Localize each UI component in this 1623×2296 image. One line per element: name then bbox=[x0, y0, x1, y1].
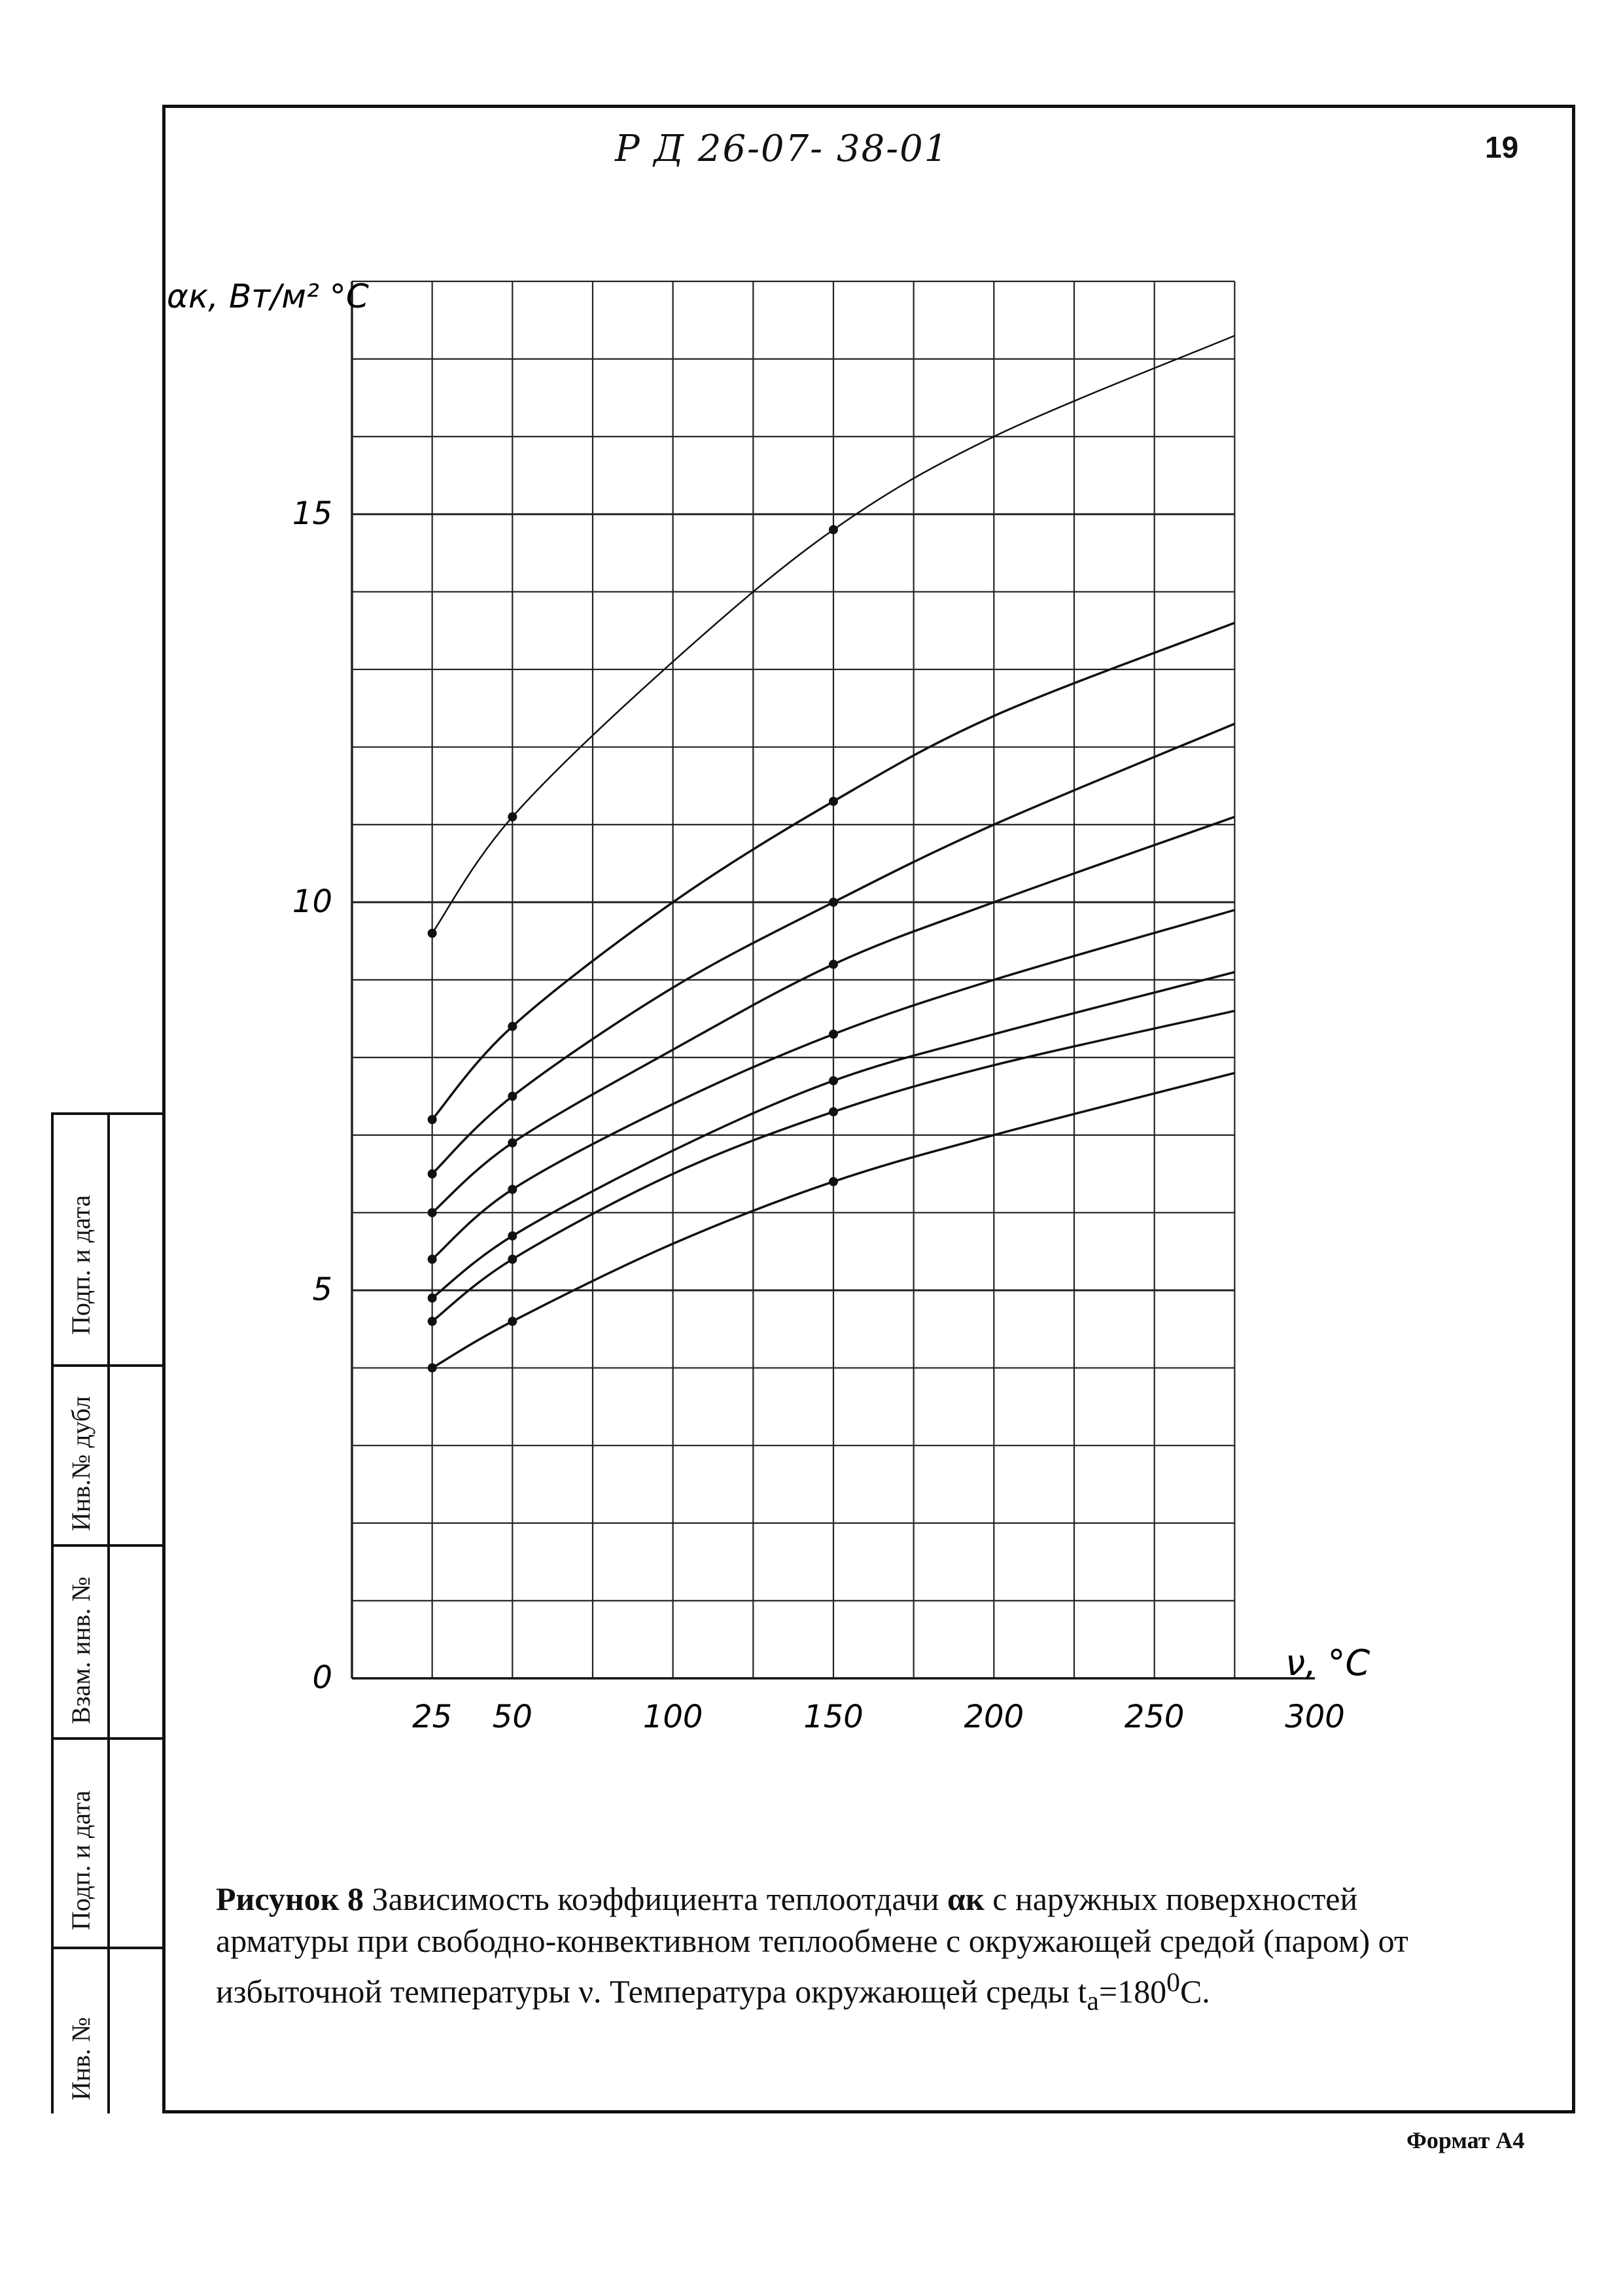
y-tick-label: 5 bbox=[312, 1271, 332, 1308]
y-tick-label: 0 bbox=[312, 1659, 332, 1696]
side-stamp-row-border bbox=[51, 1364, 162, 1367]
data-point bbox=[829, 897, 838, 907]
data-point bbox=[427, 928, 437, 938]
data-point bbox=[829, 796, 838, 806]
data-point bbox=[508, 1021, 517, 1031]
alpha-symbol: αк bbox=[947, 1881, 985, 1917]
document-code: Р Д 26-07- 38-01 bbox=[615, 128, 949, 170]
data-point bbox=[427, 1254, 437, 1264]
page-frame bbox=[162, 105, 1575, 2113]
data-point bbox=[508, 812, 517, 822]
caption-text-4: С. bbox=[1179, 1973, 1210, 2010]
caption-superscript: 0 bbox=[1166, 1968, 1180, 1998]
side-stamp-row-border bbox=[51, 1544, 162, 1547]
x-tick-label: 100 bbox=[643, 1699, 703, 1735]
x-tick-label: 25 bbox=[412, 1699, 452, 1735]
page-number: 19 bbox=[1485, 130, 1519, 164]
chart-labels: 25 50 100 150 200 250 300 0 5 10 15 αк, Вт/м² °С ν, … bbox=[167, 277, 1370, 1735]
data-point bbox=[829, 959, 838, 969]
data-point bbox=[508, 1091, 517, 1101]
data-point bbox=[508, 1231, 517, 1241]
x-tick-label: 300 bbox=[1285, 1699, 1345, 1735]
data-point bbox=[829, 1076, 838, 1086]
data-point bbox=[508, 1254, 517, 1264]
data-point bbox=[427, 1169, 437, 1179]
data-point bbox=[427, 1115, 437, 1124]
format-label: Формат А4 bbox=[1406, 2127, 1525, 2153]
y-tick-label: 15 bbox=[292, 495, 332, 532]
data-point bbox=[508, 1184, 517, 1194]
x-axis-label: ν, °С bbox=[1285, 1642, 1370, 1684]
data-point bbox=[427, 1363, 437, 1373]
caption-text-1: Зависимость коэффициента теплоотдачи bbox=[364, 1881, 948, 1917]
side-stamp-row-border bbox=[51, 1947, 162, 1949]
x-tick-label: 200 bbox=[964, 1699, 1024, 1735]
x-tick-label: 250 bbox=[1125, 1699, 1185, 1735]
data-point bbox=[829, 1029, 838, 1039]
x-tick-label: 50 bbox=[493, 1699, 532, 1735]
x-tick-label: 150 bbox=[803, 1699, 864, 1735]
data-point bbox=[508, 1138, 517, 1148]
chart-grid bbox=[351, 280, 1315, 1680]
data-point bbox=[427, 1316, 437, 1326]
y-tick-label: 10 bbox=[292, 883, 332, 920]
figure-caption: Рисунок 8 Зависимость коэффициента тепло… bbox=[216, 1878, 1498, 2022]
side-stamp-row-border bbox=[51, 1737, 162, 1740]
figure-label: Рисунок 8 bbox=[216, 1881, 364, 1917]
data-point bbox=[829, 1107, 838, 1117]
data-point bbox=[508, 1316, 517, 1326]
data-point bbox=[829, 1176, 838, 1186]
caption-text-2: с наружных поверхностей арматуры при сво… bbox=[216, 1881, 1408, 2010]
chart-series bbox=[427, 334, 1236, 1373]
caption-text-3: =180 bbox=[1098, 1973, 1167, 2010]
data-point bbox=[829, 525, 838, 535]
side-stamp-table bbox=[51, 1112, 162, 2113]
data-point bbox=[427, 1208, 437, 1218]
side-stamp-divider bbox=[107, 1112, 110, 2113]
data-point bbox=[427, 1293, 437, 1303]
y-axis-label: αк, Вт/м² °С bbox=[167, 277, 369, 315]
caption-subscript: а bbox=[1087, 1986, 1099, 2017]
